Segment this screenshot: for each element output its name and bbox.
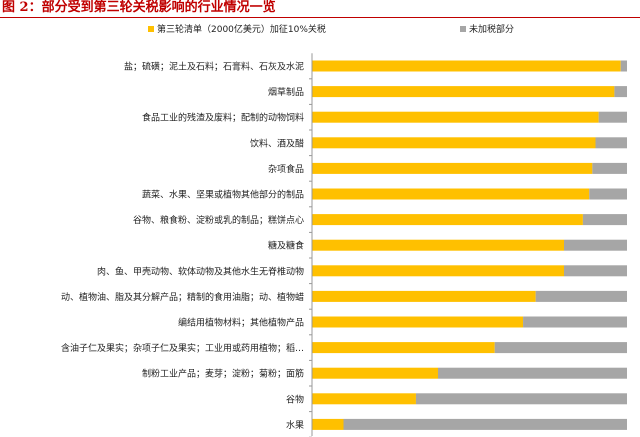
bar-unaffected-6 (582, 214, 627, 226)
category-label-11: 含油子仁及果实；杂项子仁及果实；工业用或药用植物；稻… (61, 342, 304, 354)
bar-affected-1 (312, 86, 615, 98)
title-rule (0, 17, 640, 18)
legend-swatch-0 (148, 26, 154, 32)
category-label-3: 饮料、酒及醋 (250, 137, 304, 149)
figure-title: 图 2：部分受到第三轮关税影响的行业情况一览 (2, 0, 276, 15)
bar-affected-4 (312, 162, 593, 174)
bar-unaffected-5 (589, 188, 627, 200)
category-label-0: 盐；硫磺；泥土及石料；石膏料、石灰及水泥 (124, 61, 304, 73)
bar-affected-3 (312, 137, 596, 149)
category-label-14: 水果 (286, 419, 304, 431)
bar-unaffected-12 (438, 367, 627, 379)
bar-affected-0 (312, 60, 621, 72)
category-label-2: 食品工业的残渣及废料；配制的动物饲料 (142, 112, 304, 124)
bar-affected-9 (312, 290, 536, 302)
category-label-1: 烟草制品 (268, 86, 304, 98)
bar-unaffected-2 (598, 111, 627, 123)
bar-unaffected-11 (494, 342, 627, 354)
bar-affected-11 (312, 342, 495, 354)
title-bar: 图 2：部分受到第三轮关税影响的行业情况一览 (0, 0, 640, 18)
category-label-7: 糖及糖食 (268, 240, 304, 252)
category-label-12: 制粉工业产品；麦芽；淀粉；菊粉；面筋 (142, 368, 304, 380)
bar-affected-5 (312, 188, 590, 200)
bar-unaffected-9 (535, 290, 627, 302)
legend-swatch-1 (460, 26, 466, 32)
category-label-5: 蔬菜、水果、坚果或植物其他部分的制品 (142, 189, 304, 201)
bar-unaffected-3 (595, 137, 627, 149)
bar-unaffected-14 (343, 418, 627, 430)
category-label-8: 肉、鱼、甲壳动物、软体动物及其他水生无脊椎动物 (97, 265, 304, 277)
category-label-13: 谷物 (286, 393, 304, 405)
legend-label-0: 第三轮清单（2000亿美元）加征10%关税 (157, 23, 326, 35)
bar-affected-12 (312, 367, 438, 379)
bar-affected-2 (312, 111, 599, 123)
bar-affected-8 (312, 265, 564, 277)
bar-unaffected-1 (614, 86, 627, 98)
bar-unaffected-4 (592, 162, 627, 174)
bar-affected-7 (312, 239, 564, 251)
bar-unaffected-13 (415, 393, 627, 405)
bar-affected-6 (312, 214, 583, 226)
category-label-9: 动、植物油、脂及其分解产品；精制的食用油脂；动、植物蜡 (61, 291, 304, 303)
bar-unaffected-7 (564, 239, 627, 251)
bar-affected-10 (312, 316, 524, 328)
bar-affected-14 (312, 418, 344, 430)
category-label-6: 谷物、粮食粉、淀粉或乳的制品；糕饼点心 (133, 214, 304, 226)
bar-unaffected-0 (620, 60, 627, 72)
legend-label-1: 未加税部分 (469, 23, 514, 35)
bar-affected-13 (312, 393, 416, 405)
category-label-4: 杂项食品 (268, 163, 304, 175)
bar-unaffected-10 (523, 316, 627, 328)
category-label-10: 编结用植物材料；其他植物产品 (178, 317, 304, 329)
bar-unaffected-8 (564, 265, 627, 277)
